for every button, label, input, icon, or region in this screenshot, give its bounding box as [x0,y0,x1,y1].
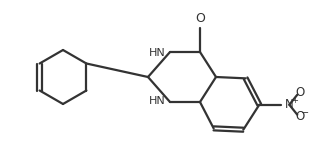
Text: O: O [296,110,305,123]
Text: O: O [296,86,305,99]
Text: −: − [301,108,309,118]
Text: HN: HN [149,48,165,58]
Text: O: O [195,13,205,26]
Text: +: + [291,96,298,105]
Text: HN: HN [149,96,165,106]
Text: N: N [285,98,294,111]
